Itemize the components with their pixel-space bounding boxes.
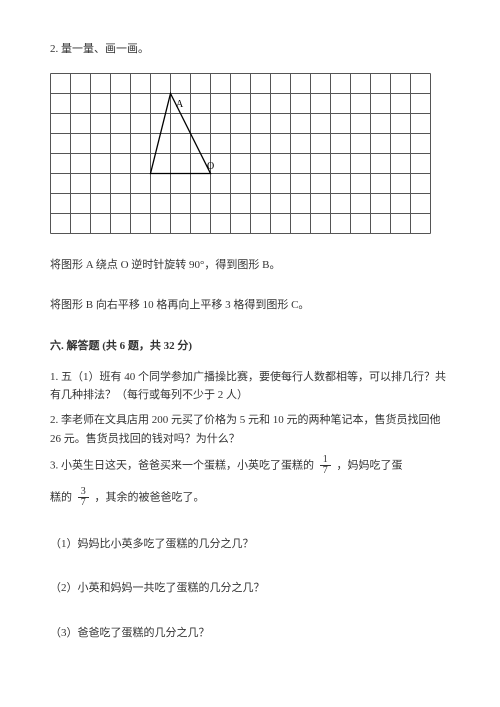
sub-question-2: （2）小英和妈妈一共吃了蛋糕的几分之几？ bbox=[50, 579, 450, 598]
q3-text-c: 糕的 bbox=[50, 491, 72, 503]
question-6-1: 1. 五（1）班有 40 个同学参加广播操比赛，要使每行人数都相等，可以排几行？… bbox=[50, 368, 450, 405]
section-6-title: 六. 解答题 (共 6 题，共 32 分) bbox=[50, 337, 450, 356]
question-6-3-line1: 3. 小英生日这天，爸爸买来一个蛋糕，小英吃了蛋糕的 1 7 ，妈妈吃了蛋 bbox=[50, 455, 450, 477]
fraction-1-7: 1 7 bbox=[320, 455, 331, 477]
sub-question-1: （1）妈妈比小英多吃了蛋糕的几分之几？ bbox=[50, 535, 450, 554]
svg-text:O: O bbox=[207, 161, 214, 172]
grid-figure: AO bbox=[50, 73, 450, 234]
sub-question-3: （3）爸爸吃了蛋糕的几分之几？ bbox=[50, 624, 450, 643]
q3-text-a: 3. 小英生日这天，爸爸买来一个蛋糕，小英吃了蛋糕的 bbox=[50, 459, 314, 471]
frac1-den: 7 bbox=[320, 466, 331, 477]
grid-svg: AO bbox=[50, 73, 431, 234]
question-6-3-line2: 糕的 3 7 ，其余的被爸爸吃了。 bbox=[50, 487, 450, 509]
q3-text-b: ，妈妈吃了蛋 bbox=[337, 459, 403, 471]
question-2-title: 2. 量一量、画一画。 bbox=[50, 40, 450, 59]
q3-text-d: ，其余的被爸爸吃了。 bbox=[95, 491, 205, 503]
instruction-rotate: 将图形 A 绕点 O 逆时针旋转 90°，得到图形 B。 bbox=[50, 256, 450, 275]
frac2-den: 7 bbox=[78, 498, 89, 509]
question-6-2: 2. 李老师在文具店用 200 元买了价格为 5 元和 10 元的两种笔记本，售… bbox=[50, 411, 450, 448]
instruction-translate: 将图形 B 向右平移 10 格再向上平移 3 格得到图形 C。 bbox=[50, 296, 450, 315]
svg-text:A: A bbox=[176, 99, 184, 110]
fraction-3-7: 3 7 bbox=[78, 487, 89, 509]
